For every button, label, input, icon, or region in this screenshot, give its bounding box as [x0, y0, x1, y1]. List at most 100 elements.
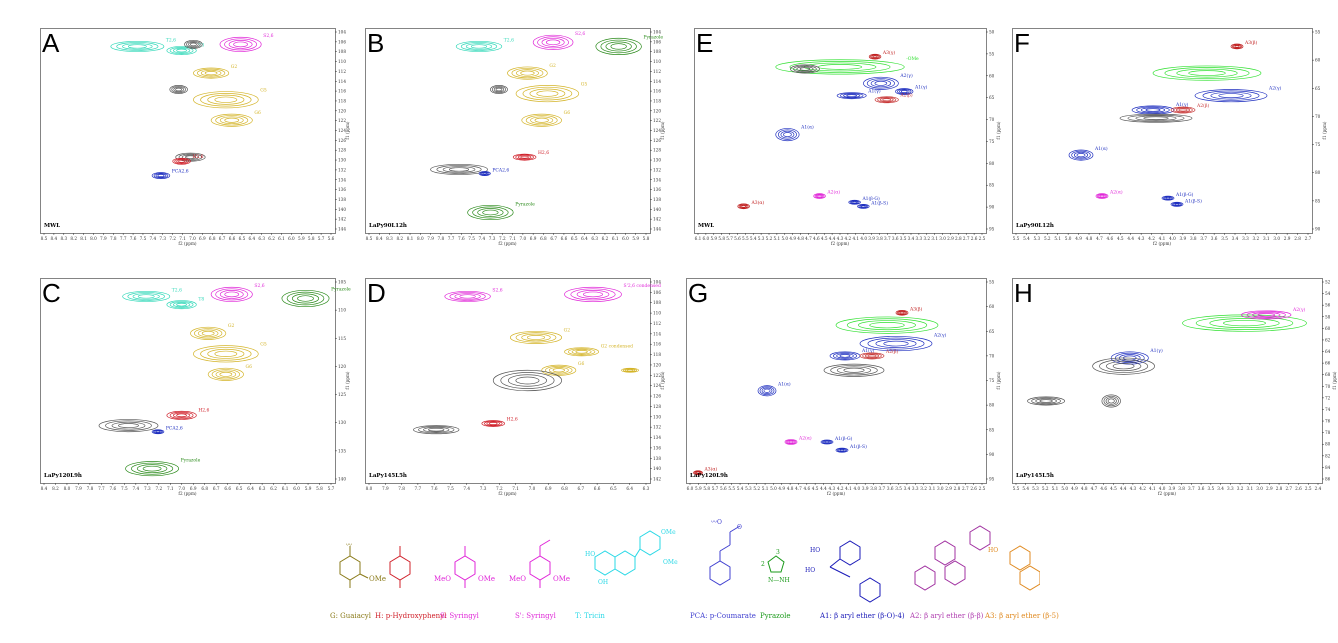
y-tick-label: 142 — [653, 217, 661, 222]
x-tick-label: 6.2 — [270, 486, 277, 491]
x-tick-label: 6.2 — [268, 236, 275, 241]
x-tick-label: 5.9 — [695, 486, 702, 491]
x-tick-label: 7.9 — [75, 486, 82, 491]
x-tick-label: 7.1 — [512, 486, 519, 491]
x-tick-label: 5.1 — [762, 486, 769, 491]
contour-gray — [184, 39, 203, 49]
x-tick-label: 6.0 — [703, 236, 710, 241]
panel-letter: A — [42, 28, 60, 58]
contour-hydroxyphenyl — [166, 410, 197, 420]
x-tick-label: 6.7 — [550, 236, 557, 241]
svg-text:MeO: MeO — [509, 575, 526, 583]
contour-guaiacyl — [210, 113, 253, 127]
x-tick-label: 4.4 — [829, 236, 836, 241]
x-tick-label: 5.9 — [710, 236, 717, 241]
y-tick-label: 60 — [1325, 326, 1331, 331]
x-tick-label: 3.2 — [1237, 486, 1244, 491]
y-tick-label: 68 — [1325, 372, 1331, 377]
y-tick-label: 126 — [653, 138, 661, 143]
x-tick-label: 3.0 — [939, 236, 946, 241]
x-tick-label: 3.9 — [1169, 486, 1176, 491]
y-tick-label: 104 — [338, 30, 346, 35]
svg-text:OMe: OMe — [478, 575, 495, 583]
y-axis-label: f1 (ppm) — [1332, 371, 1337, 390]
x-tick-label: 3.5 — [895, 486, 902, 491]
x-tick-label: 2.5 — [1305, 486, 1312, 491]
y-tick-label: 75 — [1315, 142, 1321, 147]
x-tick-label: 6.9 — [545, 486, 552, 491]
peak-label: G2 — [549, 63, 556, 69]
y-tick-label: 75 — [989, 378, 995, 383]
x-tick-label: 7.6 — [431, 486, 438, 491]
contour-guaiacyl — [193, 67, 230, 79]
x-axis-label: f2 (ppm) — [498, 241, 517, 246]
y-tick-label: 78 — [1325, 430, 1331, 435]
contour-aryl — [151, 172, 171, 180]
y-tick-label: 90 — [989, 205, 995, 210]
y-tick-label: 125 — [338, 392, 346, 397]
x-tick-label: 7.5 — [140, 236, 147, 241]
x-tick-label: 2.8 — [955, 236, 962, 241]
x-axis-label: f2 (ppm) — [1158, 491, 1177, 496]
contour-aryl — [1068, 149, 1094, 161]
x-tick-label: 4.4 — [820, 486, 827, 491]
y-tick-label: 106 — [653, 290, 661, 295]
y-tick-label: 52 — [1325, 280, 1331, 285]
x-tick-label: 7.6 — [458, 236, 465, 241]
y-tick-label: 76 — [1325, 419, 1331, 424]
x-tick-label: 4.4 — [1127, 236, 1134, 241]
x-tick-label: 4.3 — [828, 486, 835, 491]
a1-structure: HO HO — [805, 540, 881, 603]
x-tick-label: 3.8 — [876, 236, 883, 241]
a3-structure: HO — [988, 545, 1041, 591]
legend-label: PCA: p-Coumarate — [690, 612, 756, 620]
x-tick-label: 5.2 — [766, 236, 773, 241]
x-tick-label: 8.2 — [52, 486, 59, 491]
panel-letter: E — [696, 28, 714, 58]
x-tick-label: 2.5 — [979, 236, 986, 241]
svg-text:OMe: OMe — [369, 575, 386, 583]
contour-hydroxyphenyl — [172, 157, 191, 165]
y-tick-label: 128 — [338, 148, 346, 153]
x-tick-label: 7.1 — [167, 486, 174, 491]
x-tick-label: 2.4 — [1315, 486, 1322, 491]
x-tick-label: 7.4 — [463, 486, 470, 491]
x-tick-label: 3.0 — [937, 486, 944, 491]
peak-label: A1(γ) — [861, 347, 875, 354]
y-tick-label: 134 — [653, 435, 661, 440]
y-tick-label: 138 — [653, 197, 661, 202]
y-tick-label: 60 — [989, 304, 995, 309]
syringyl-prime-structure: MeO OMe — [509, 539, 570, 588]
panel-b: 8.5 8.4 8.3 8.2 8.1 8.0 7.9 7.8 7.7 7.6 7.5 7.4 7.3 7… — [365, 28, 665, 246]
x-tick-label: 7.8 — [87, 486, 94, 491]
x-tick-label: 2.9 — [1284, 236, 1291, 241]
x-tick-label: 4.3 — [1138, 236, 1145, 241]
contour-aryl — [1131, 105, 1175, 115]
x-tick-label: 6.3 — [643, 486, 650, 491]
x-axis-label: f2 (ppm) — [178, 241, 197, 246]
x-tick-label: 3.7 — [1188, 486, 1195, 491]
y-tick-label: 140 — [653, 466, 661, 471]
plot-frame — [694, 28, 987, 234]
panel-letter: H — [1014, 278, 1033, 308]
contour-pyrazole — [125, 461, 180, 477]
legend-label: G: Guaiacyl — [330, 612, 371, 620]
x-tick-label: 7.6 — [130, 236, 137, 241]
x-tick-label: 6.5 — [239, 236, 246, 241]
x-tick-label: 2.6 — [970, 486, 977, 491]
peak-label: A2(β) — [899, 92, 912, 99]
x-tick-label: 7.3 — [159, 236, 166, 241]
x-tick-label: 2.7 — [1305, 236, 1312, 241]
legend-label: S': Syringyl — [515, 612, 556, 620]
peak-label: S2,6 — [254, 283, 264, 289]
x-tick-label: 4.0 — [860, 236, 867, 241]
x-tick-label: 5.6 — [328, 236, 335, 241]
contour-aryl — [775, 128, 800, 142]
x-tick-label: 8.0 — [366, 486, 373, 491]
y-tick-label: 118 — [338, 98, 346, 103]
x-tick-label: 8.2 — [70, 236, 77, 241]
y-tick-label: 95 — [989, 227, 995, 232]
x-tick-label: 7.7 — [120, 236, 127, 241]
peak-label: G6 — [578, 361, 585, 367]
sample-label: MWL — [44, 223, 61, 229]
